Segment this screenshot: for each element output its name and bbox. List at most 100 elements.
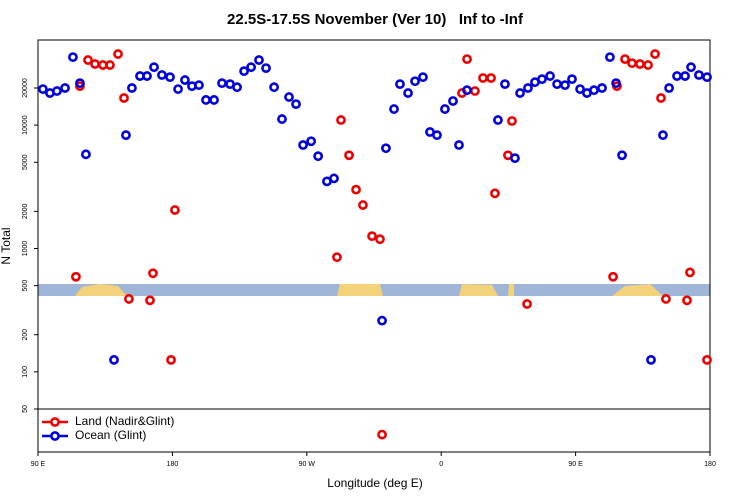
point (418, 72, 428, 83)
legend-label: Ocean (Glint) (75, 428, 146, 442)
point (81, 149, 91, 160)
point (75, 78, 85, 89)
y-tick-label: 5000 (22, 154, 29, 170)
point (377, 315, 387, 326)
point (611, 78, 621, 89)
point (702, 354, 712, 365)
point (646, 354, 656, 365)
point (589, 85, 599, 96)
point (522, 299, 532, 309)
point (113, 49, 123, 59)
point (336, 115, 346, 125)
point (68, 52, 78, 63)
point (180, 75, 190, 85)
point (567, 74, 577, 85)
x-tick-label: 180 (704, 461, 716, 468)
point (605, 52, 615, 63)
point (620, 54, 630, 65)
point (60, 83, 70, 93)
y-tick-label: 50 (22, 405, 29, 413)
point (194, 80, 204, 91)
point (597, 83, 607, 93)
point (332, 252, 342, 263)
x-axis-label: Longitude (deg E) (327, 476, 422, 490)
point (71, 271, 81, 282)
point (545, 71, 555, 81)
x-tick-label: 90 W (299, 461, 316, 468)
point (650, 49, 660, 59)
point (486, 73, 496, 83)
point (127, 83, 137, 93)
point (680, 71, 690, 81)
point (284, 92, 294, 102)
chart-title: 22.5S-17.5S November (Ver 10) Inf to -In… (227, 11, 524, 28)
point (462, 85, 472, 96)
point (440, 104, 450, 114)
point (490, 188, 500, 199)
point (537, 74, 547, 85)
point (38, 84, 48, 94)
y-tick-label: 1000 (22, 241, 29, 257)
point (329, 173, 339, 184)
y-tick-label: 500 (22, 280, 29, 292)
point (462, 54, 472, 65)
point (682, 295, 692, 306)
point (403, 88, 413, 98)
point (694, 70, 704, 80)
point (381, 143, 391, 154)
point (351, 184, 361, 195)
point (173, 84, 183, 94)
point (344, 150, 354, 161)
x-tick-label: 0 (439, 461, 443, 468)
point (170, 205, 180, 215)
point (358, 200, 368, 210)
point (500, 79, 510, 90)
point (313, 151, 324, 162)
point (643, 60, 653, 70)
point (664, 83, 674, 93)
point (124, 294, 134, 304)
point (686, 62, 696, 73)
point (142, 71, 152, 81)
point (148, 268, 158, 279)
point (157, 70, 167, 80)
point (277, 114, 287, 124)
point (685, 267, 695, 278)
legend-marker (50, 431, 60, 441)
point (239, 66, 249, 77)
point (608, 271, 618, 282)
point (246, 62, 256, 73)
legend-marker (50, 417, 60, 427)
point (454, 140, 464, 150)
point (298, 140, 308, 150)
point (377, 429, 387, 440)
legend-label: Land (Nadir&Glint) (75, 414, 174, 428)
point (165, 72, 175, 83)
point (410, 76, 420, 87)
point (121, 130, 131, 141)
point (389, 104, 399, 114)
y-tick-label: 10000 (22, 115, 29, 135)
point (575, 84, 585, 94)
point (448, 96, 458, 106)
point (149, 62, 159, 73)
x-tick-label: 90 E (568, 461, 583, 468)
point (432, 130, 442, 141)
point (523, 83, 533, 93)
point (702, 72, 712, 83)
point (109, 354, 119, 365)
point (83, 55, 93, 65)
point (375, 234, 385, 245)
point (306, 136, 317, 147)
point (507, 116, 517, 126)
point (560, 80, 570, 91)
plot-frame (37, 39, 711, 453)
point (367, 231, 377, 242)
point (656, 93, 666, 103)
point (166, 354, 176, 365)
land-ocean-strip (38, 284, 710, 296)
y-axis-label: N Total (0, 227, 13, 264)
point (515, 88, 525, 98)
